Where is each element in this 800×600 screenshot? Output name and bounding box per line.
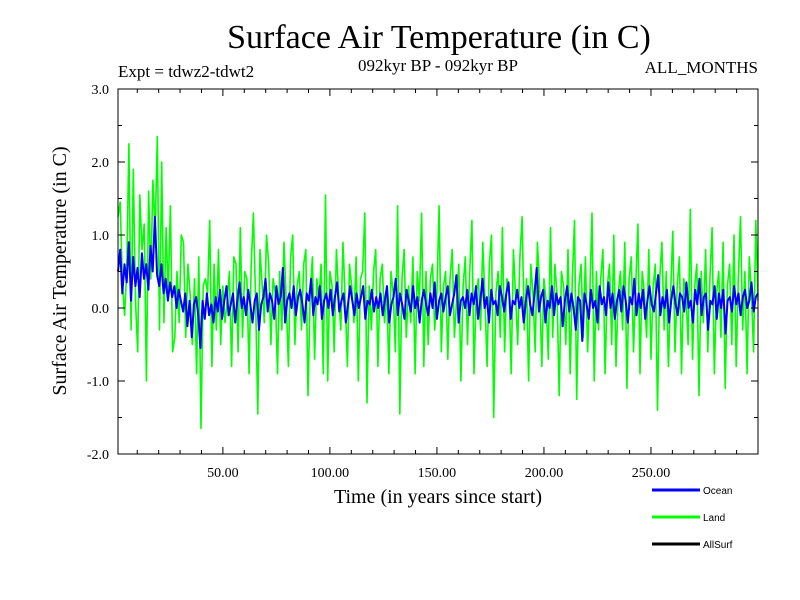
chart-title: Surface Air Temperature (in C)	[227, 19, 651, 56]
axis-ticks: -2.0 -1.0 0.0 1.0 2.0 3.0 50.00 100.00 150.00 200…	[87, 83, 758, 481]
plot-area	[117, 135, 759, 430]
x-axis-label: Time (in years since start)	[334, 486, 542, 508]
y-tick-label: -2.0	[87, 448, 109, 463]
x-tick-label: 250.00	[632, 466, 671, 481]
y-tick-label: 0.0	[92, 302, 110, 317]
series-line-land	[117, 135, 759, 430]
series-line-ocean	[117, 215, 759, 350]
x-tick-label: 200.00	[525, 466, 564, 481]
x-tick-label: 100.00	[311, 466, 350, 481]
subtitle-left: Expt = tdwz2-tdwt2	[118, 62, 254, 81]
y-tick-label: 2.0	[92, 156, 110, 171]
subtitle-right: ALL_MONTHS	[645, 58, 758, 77]
y-tick-label: 1.0	[92, 229, 110, 244]
legend-label-allsurf: AllSurf	[703, 540, 733, 551]
x-tick-label: 150.00	[418, 466, 457, 481]
subtitle-center: 092kyr BP - 092kyr BP	[358, 56, 518, 75]
legend: Ocean Land AllSurf	[652, 486, 733, 551]
legend-label-ocean: Ocean	[703, 486, 732, 497]
y-axis-label: Surface Air Temperature (in C)	[49, 146, 71, 395]
x-tick-label: 50.00	[207, 466, 239, 481]
y-tick-label: -1.0	[87, 375, 109, 390]
legend-label-land: Land	[703, 513, 725, 524]
y-tick-label: 3.0	[92, 83, 110, 98]
